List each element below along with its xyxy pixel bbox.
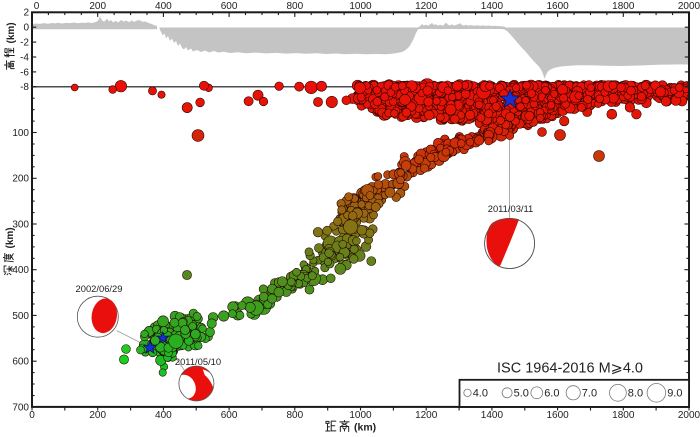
svg-text:9.0: 9.0 (667, 388, 682, 400)
svg-text:2011/03/11: 2011/03/11 (488, 203, 534, 214)
svg-text:400: 400 (155, 1, 172, 12)
svg-text:-4: -4 (20, 52, 29, 63)
svg-text:2011/05/10: 2011/05/10 (175, 356, 221, 367)
svg-text:(km): (km) (5, 227, 16, 248)
svg-text:700: 700 (12, 402, 29, 413)
svg-text:1400: 1400 (481, 410, 504, 421)
svg-text:1400: 1400 (481, 1, 504, 12)
svg-text:2000: 2000 (678, 1, 700, 12)
svg-text:ISC 1964-2016 M⩾4.0: ISC 1964-2016 M⩾4.0 (497, 361, 643, 377)
svg-text:-6: -6 (20, 67, 29, 78)
svg-text:1600: 1600 (546, 410, 569, 421)
svg-text:1800: 1800 (612, 1, 635, 12)
svg-text:2002/06/29: 2002/06/29 (76, 283, 123, 294)
svg-text:1000: 1000 (349, 410, 372, 421)
svg-text:(km): (km) (354, 422, 376, 434)
svg-text:0: 0 (23, 23, 29, 34)
svg-text:1200: 1200 (415, 1, 438, 12)
svg-text:8.0: 8.0 (628, 388, 643, 400)
svg-text:5.0: 5.0 (514, 388, 529, 400)
svg-text:200: 200 (12, 174, 29, 185)
svg-text:200: 200 (89, 1, 106, 12)
svg-text:1600: 1600 (546, 1, 569, 12)
svg-text:2000: 2000 (678, 410, 700, 421)
svg-text:300: 300 (12, 219, 29, 230)
svg-text:4.0: 4.0 (473, 388, 488, 400)
svg-text:6.0: 6.0 (544, 388, 559, 400)
svg-text:(km): (km) (6, 22, 17, 43)
svg-text:1800: 1800 (612, 410, 635, 421)
svg-text:0: 0 (34, 1, 40, 12)
svg-text:2: 2 (23, 8, 29, 19)
svg-text:100: 100 (12, 128, 29, 139)
svg-text:400: 400 (12, 265, 29, 276)
svg-text:600: 600 (12, 357, 29, 368)
svg-text:400: 400 (155, 410, 172, 421)
svg-text:-8: -8 (20, 82, 29, 93)
svg-text:800: 800 (286, 410, 303, 421)
svg-text:600: 600 (221, 410, 238, 421)
svg-text:1000: 1000 (349, 1, 372, 12)
svg-text:800: 800 (286, 1, 303, 12)
svg-text:1200: 1200 (415, 410, 438, 421)
svg-text:0: 0 (29, 410, 35, 421)
svg-text:7.0: 7.0 (582, 388, 597, 400)
svg-text:200: 200 (89, 410, 106, 421)
svg-text:500: 500 (12, 311, 29, 322)
svg-text:600: 600 (221, 1, 238, 12)
svg-text:-2: -2 (20, 38, 29, 49)
